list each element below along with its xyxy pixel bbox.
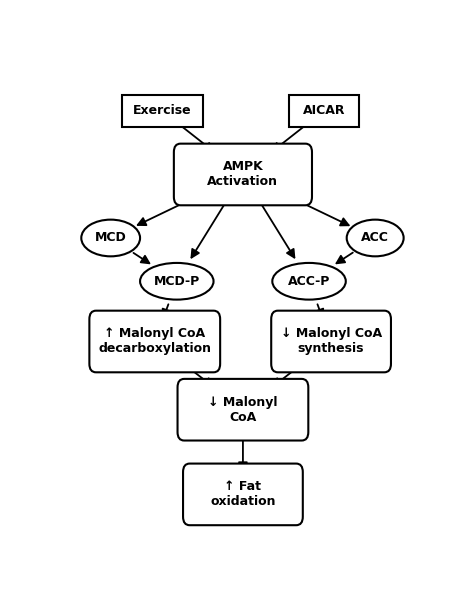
Text: AMPK
Activation: AMPK Activation [208, 161, 278, 188]
FancyBboxPatch shape [174, 144, 312, 205]
FancyBboxPatch shape [289, 95, 359, 127]
Text: ↑ Malonyl CoA
decarboxylation: ↑ Malonyl CoA decarboxylation [98, 327, 211, 356]
Ellipse shape [140, 263, 213, 299]
FancyBboxPatch shape [178, 379, 308, 441]
Text: MCD: MCD [95, 232, 127, 244]
Text: Exercise: Exercise [133, 104, 191, 117]
Ellipse shape [272, 263, 346, 299]
Text: ACC: ACC [361, 232, 389, 244]
FancyBboxPatch shape [271, 310, 391, 372]
Text: ↑ Fat
oxidation: ↑ Fat oxidation [210, 480, 276, 508]
FancyBboxPatch shape [122, 95, 202, 127]
Ellipse shape [346, 219, 404, 257]
Ellipse shape [82, 219, 140, 257]
Text: ↓ Malonyl CoA
synthesis: ↓ Malonyl CoA synthesis [281, 327, 382, 356]
Text: ↓ Malonyl
CoA: ↓ Malonyl CoA [208, 396, 278, 423]
Text: ACC-P: ACC-P [288, 275, 330, 288]
FancyBboxPatch shape [183, 464, 303, 525]
Text: AICAR: AICAR [302, 104, 345, 117]
FancyBboxPatch shape [90, 310, 220, 372]
Text: MCD-P: MCD-P [154, 275, 200, 288]
